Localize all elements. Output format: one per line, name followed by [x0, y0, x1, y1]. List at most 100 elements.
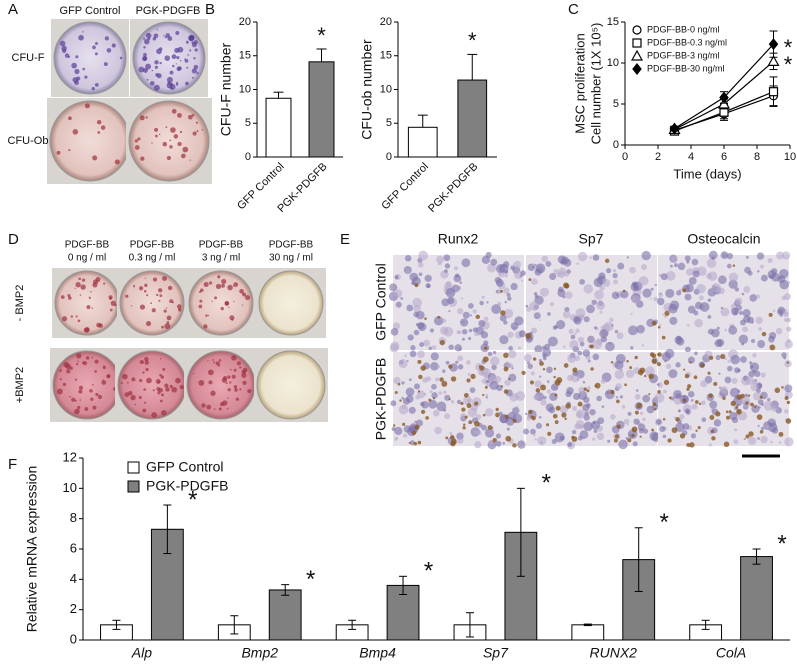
cell [707, 328, 715, 335]
colony [164, 323, 171, 330]
cell [775, 327, 783, 335]
colony [229, 315, 235, 321]
y-axis-label: Cell number (1X 10⁵) [588, 23, 603, 145]
colony [75, 55, 79, 59]
colony [199, 299, 203, 303]
colony [234, 388, 238, 392]
cell [703, 273, 706, 276]
stain [466, 403, 472, 409]
colony [83, 327, 90, 333]
colony [236, 361, 241, 366]
cell [781, 251, 791, 260]
cell [654, 283, 658, 287]
cell [413, 383, 421, 390]
colony [159, 61, 162, 65]
cell [707, 314, 712, 319]
cell [434, 426, 442, 435]
cell [617, 262, 625, 270]
cell [554, 432, 565, 443]
stain [542, 368, 546, 371]
stain [697, 426, 701, 430]
cell [547, 336, 558, 347]
marker [669, 122, 680, 135]
cell [534, 345, 543, 354]
significance-mark: * [424, 558, 433, 585]
colony [187, 54, 189, 56]
stain [492, 437, 497, 443]
cell [526, 306, 532, 312]
dish [258, 270, 324, 336]
colony [92, 155, 98, 161]
colony [208, 281, 213, 285]
colony [86, 305, 91, 310]
stain [528, 278, 532, 282]
cell [570, 373, 580, 383]
colony [162, 141, 168, 147]
stain [512, 418, 517, 423]
cell [784, 340, 793, 349]
cell [694, 318, 703, 328]
colony [184, 58, 189, 63]
cell [394, 275, 399, 280]
colony [231, 355, 237, 361]
cell [747, 436, 757, 446]
cell [592, 254, 600, 261]
cell [531, 278, 538, 285]
cell [787, 281, 791, 285]
stain [610, 389, 615, 395]
stain [439, 377, 444, 382]
cell [389, 343, 399, 353]
cell [720, 307, 730, 317]
colony [167, 59, 169, 61]
stain [529, 380, 535, 385]
colony [154, 127, 159, 132]
colony [69, 395, 71, 398]
colony [68, 296, 72, 300]
colony [175, 377, 181, 384]
stain [418, 374, 423, 380]
stain [624, 383, 627, 387]
cell [564, 271, 570, 277]
cell [529, 301, 539, 311]
cell [615, 383, 622, 390]
stain [657, 389, 661, 394]
colony [145, 63, 151, 70]
colony [228, 306, 230, 309]
colony [163, 309, 167, 313]
cell [542, 353, 547, 358]
cell [442, 390, 447, 395]
cell [606, 391, 610, 395]
cell [537, 436, 547, 446]
stain [652, 402, 657, 406]
cell [611, 291, 620, 300]
cell [534, 380, 542, 388]
cell [579, 278, 586, 285]
y-tick-label: 20 [239, 16, 251, 28]
colony [201, 403, 206, 408]
label: GFP Control [373, 263, 389, 341]
cell [618, 439, 628, 450]
cell [653, 296, 658, 302]
stain [540, 384, 547, 391]
cell [673, 416, 676, 419]
y-tick-label: 0 [245, 151, 251, 163]
cell [499, 272, 505, 278]
colony [76, 363, 79, 366]
cell [526, 361, 530, 365]
cell [418, 250, 428, 261]
colony [166, 321, 170, 324]
colony [155, 73, 159, 77]
colony [144, 360, 149, 365]
cell [642, 417, 646, 422]
stain [462, 426, 466, 430]
stain [785, 418, 792, 424]
label: PGK-PDGFB [136, 5, 201, 17]
cell [757, 424, 760, 427]
cell [771, 427, 779, 434]
colony [235, 397, 240, 401]
cell [573, 316, 582, 325]
x-tick-label: 4 [688, 151, 694, 163]
colony [90, 397, 94, 401]
cell [444, 269, 448, 273]
cell [538, 415, 542, 419]
